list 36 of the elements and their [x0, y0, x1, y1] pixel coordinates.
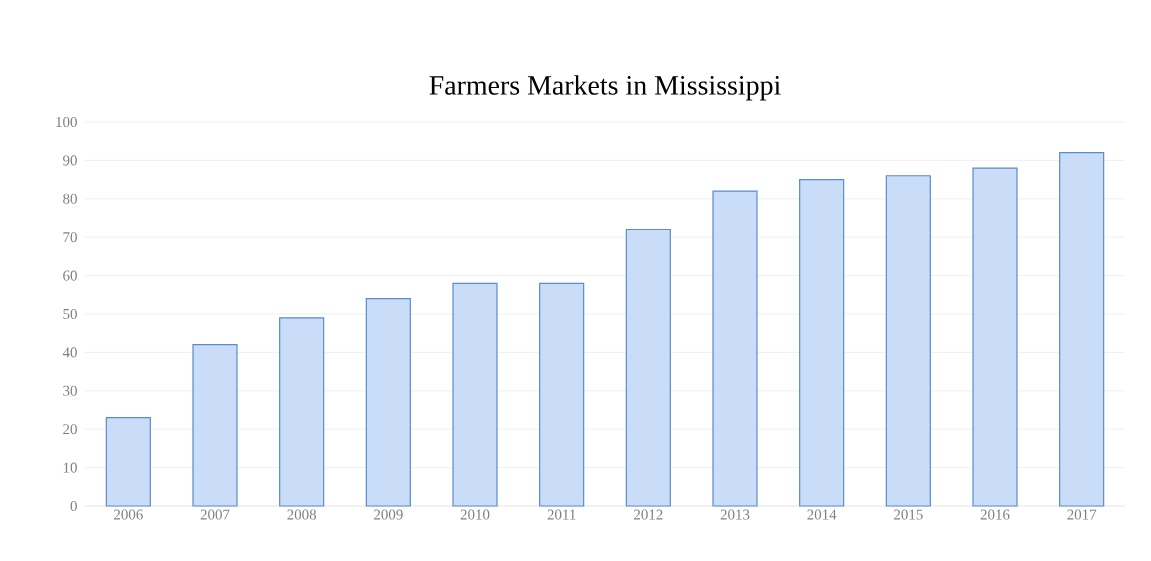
x-tick-label: 2014	[807, 509, 837, 520]
bar	[1059, 152, 1105, 507]
x-tick-label: 2015	[894, 509, 923, 520]
x-tick-label: 2008	[287, 509, 317, 520]
bar	[625, 228, 671, 507]
y-tick-label: 80	[63, 193, 77, 204]
bar	[279, 317, 325, 507]
y-tick-label: 10	[63, 462, 77, 473]
bar	[192, 344, 238, 507]
x-tick-label: 2006	[114, 509, 143, 520]
y-tick-label: 60	[63, 270, 77, 281]
x-tick-label: 2013	[720, 509, 750, 520]
x-tick-label: 2011	[547, 509, 576, 520]
bar	[539, 282, 585, 507]
y-tick-label: 90	[63, 155, 77, 166]
bar	[712, 190, 758, 507]
bar	[365, 298, 411, 507]
chart-title: Farmers Markets in Mississippi	[429, 75, 781, 101]
bar	[885, 175, 931, 507]
y-tick-label: 70	[63, 232, 77, 243]
y-tick-label: 50	[63, 308, 77, 320]
y-tick-label: 40	[62, 347, 77, 358]
x-tick-label: 2016	[980, 509, 1010, 520]
bar	[105, 417, 151, 507]
y-tick-label: 0	[70, 500, 77, 512]
x-tick-label: 2009	[374, 509, 403, 520]
bar	[972, 167, 1018, 507]
x-tick-label: 2017	[1067, 509, 1097, 520]
x-tick-label: 2007	[200, 509, 230, 520]
y-tick-label: 20	[63, 424, 77, 435]
y-tick-label: 30	[63, 385, 77, 396]
bar	[452, 282, 498, 507]
x-tick-label: 2012	[634, 509, 663, 520]
bar	[799, 178, 845, 507]
x-tick-label: 2010	[460, 509, 490, 520]
y-tick-label: 100	[56, 116, 77, 128]
